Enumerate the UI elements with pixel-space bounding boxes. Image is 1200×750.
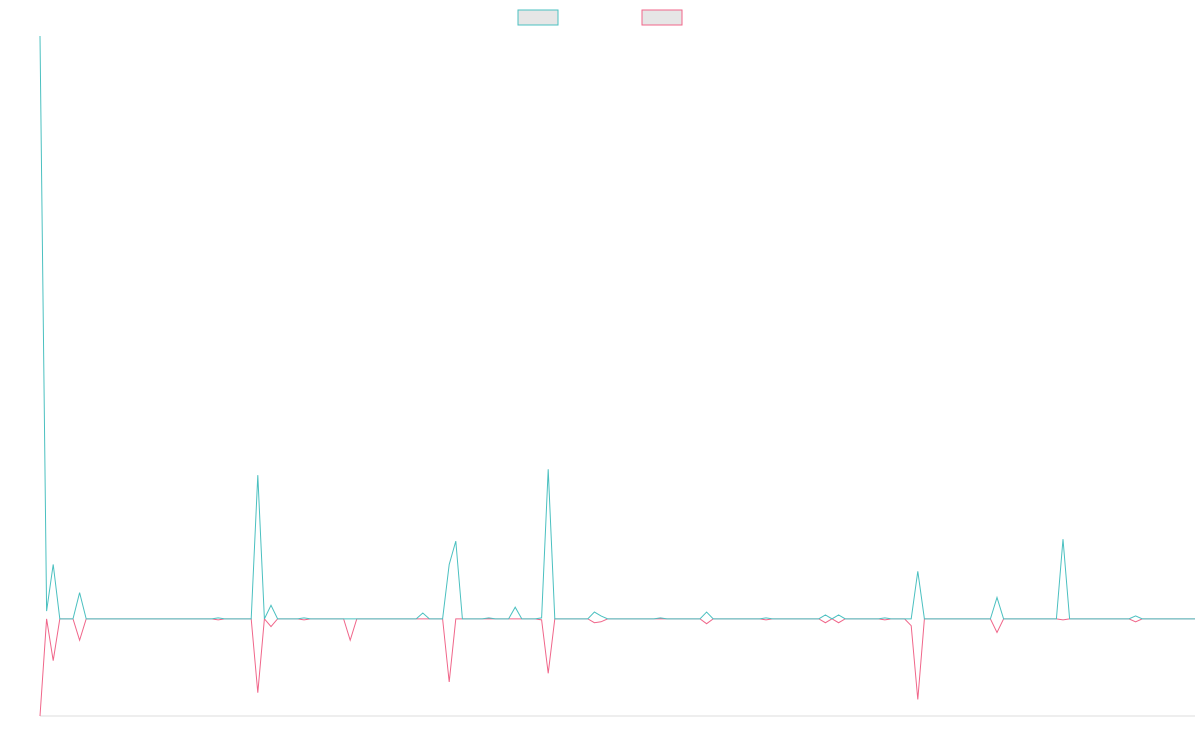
series-line (39, 35, 1195, 620)
legend-swatch[interactable] (517, 9, 559, 26)
series-line (39, 617, 1195, 717)
legend-swatch[interactable] (641, 9, 683, 26)
